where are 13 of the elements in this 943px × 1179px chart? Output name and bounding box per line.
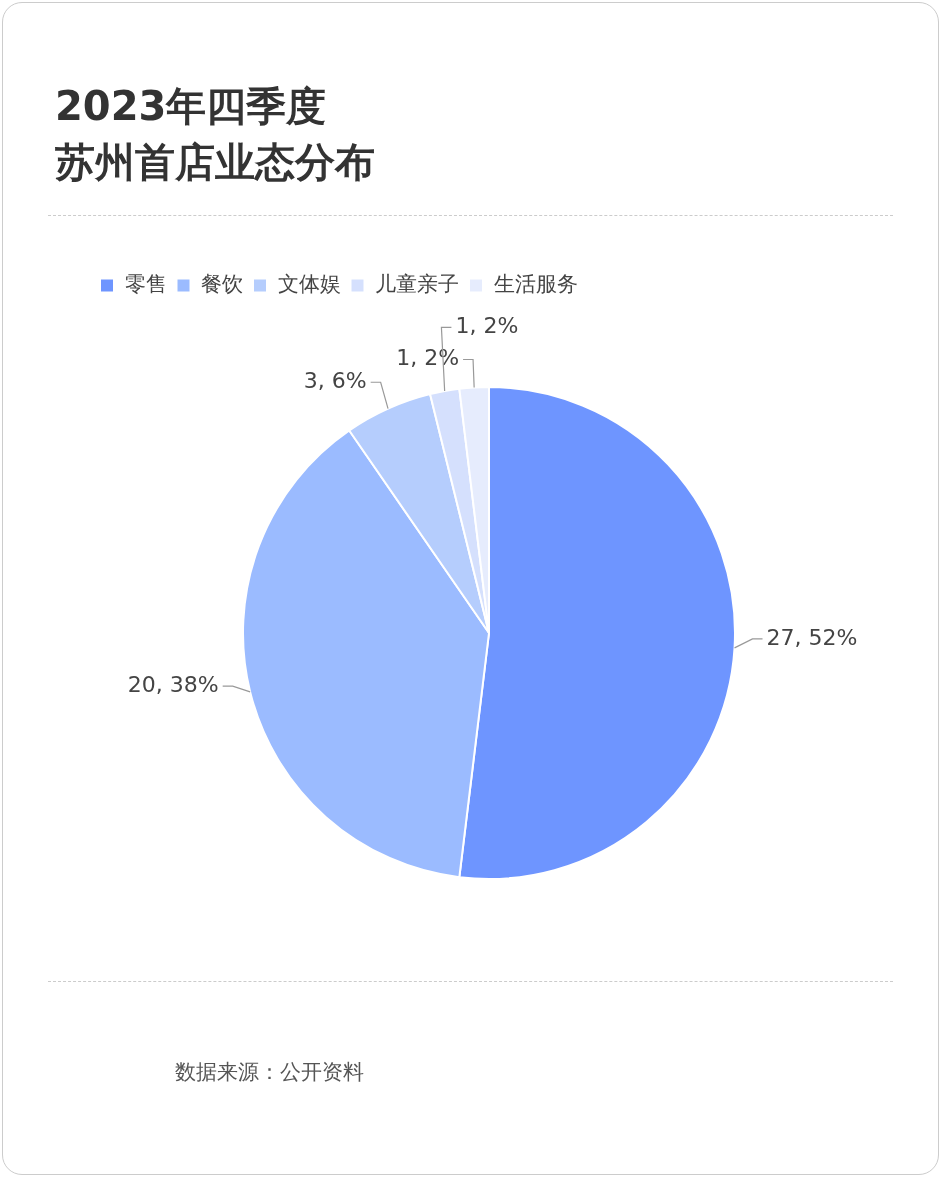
legend-label: 文体娱 [277, 271, 341, 296]
legend-label: 儿童亲子 [375, 271, 459, 296]
data-label: 20, 38% [127, 671, 219, 697]
legend-label: 餐饮 [201, 271, 243, 296]
legend-label: 生活服务 [493, 271, 578, 296]
data-label: 1, 2% [396, 345, 460, 371]
data-label: 1, 2% [455, 313, 519, 339]
chart-title: 2023年四季度 [55, 82, 328, 131]
chart-subtitle: 苏州首店业态分布 [55, 138, 375, 187]
data-label: 27, 52% [766, 624, 858, 650]
legend-label: 零售 [124, 271, 167, 296]
data-label: 3, 6% [303, 367, 367, 393]
source-note: 数据来源：公开资料 [175, 1059, 364, 1086]
